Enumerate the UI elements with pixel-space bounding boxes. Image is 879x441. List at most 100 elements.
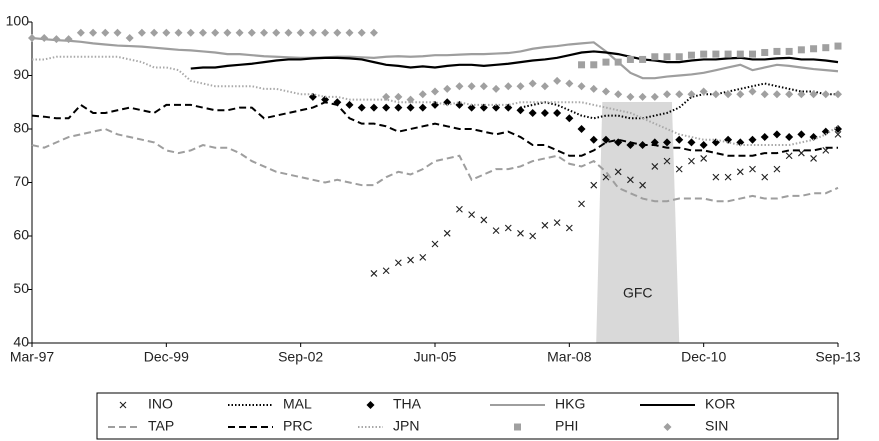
point: [749, 165, 756, 173]
point: [76, 28, 85, 37]
point: [699, 87, 708, 96]
point: [198, 28, 207, 37]
point: [89, 28, 98, 37]
legend-label: JPN: [393, 418, 419, 434]
point: [113, 28, 122, 37]
point: [810, 45, 818, 53]
point: [627, 176, 634, 184]
legend-label: TAP: [148, 418, 174, 434]
x-tick-label: Dec-10: [681, 349, 726, 365]
point: [772, 90, 781, 99]
point: [749, 50, 757, 58]
point: [394, 103, 403, 112]
point: [760, 90, 769, 99]
legend-marker: [663, 423, 672, 431]
point: [834, 90, 842, 99]
point: [639, 181, 646, 189]
point: [724, 50, 732, 58]
point: [540, 108, 549, 117]
point: [492, 84, 501, 93]
point: [578, 200, 585, 208]
point: [517, 229, 524, 237]
point: [137, 28, 146, 37]
point: [651, 163, 659, 170]
point: [626, 92, 635, 101]
y-tick-label: 60: [13, 227, 29, 243]
x-tick-label: Dec-99: [144, 349, 189, 365]
point: [407, 256, 414, 264]
point: [687, 90, 696, 99]
point: [125, 34, 134, 43]
point: [760, 133, 769, 142]
legend-label: THA: [393, 396, 422, 412]
point: [797, 90, 806, 99]
point: [418, 90, 427, 99]
point: [553, 219, 561, 227]
point: [382, 103, 391, 112]
point: [834, 125, 842, 133]
point: [602, 58, 610, 66]
point: [761, 173, 769, 181]
point: [284, 28, 293, 37]
point: [345, 100, 354, 109]
point: [785, 90, 794, 99]
point: [504, 224, 512, 232]
legend-label: PRC: [283, 418, 313, 434]
point: [785, 152, 793, 160]
point: [614, 90, 623, 99]
point: [516, 82, 525, 91]
point: [468, 211, 476, 218]
point: [614, 168, 622, 176]
point: [772, 130, 781, 139]
gfc-label: GFC: [623, 285, 653, 301]
point: [785, 47, 793, 55]
point: [687, 51, 695, 59]
point: [675, 90, 684, 99]
point: [590, 181, 598, 189]
point: [724, 90, 733, 99]
point: [797, 130, 806, 139]
point: [431, 87, 439, 96]
legend-label: HKG: [555, 396, 585, 412]
point: [687, 138, 696, 147]
point: [492, 227, 500, 235]
point: [308, 28, 317, 37]
x-tick-label: Mar-08: [547, 349, 592, 365]
point: [589, 135, 598, 144]
point: [529, 232, 537, 240]
point: [516, 106, 525, 115]
point: [333, 28, 342, 37]
point: [736, 168, 744, 176]
point: [773, 47, 781, 55]
point: [601, 135, 610, 144]
point: [418, 103, 427, 112]
point: [748, 87, 757, 96]
point: [162, 28, 171, 37]
point: [821, 90, 830, 99]
point: [223, 28, 232, 37]
point: [663, 138, 672, 147]
point: [578, 61, 586, 69]
point: [785, 133, 794, 142]
point: [186, 28, 195, 37]
point: [455, 100, 464, 109]
legend-label: SIN: [705, 418, 728, 434]
point: [565, 224, 573, 232]
point: [675, 53, 683, 61]
legend-label: PHI: [555, 418, 578, 434]
series-line: [190, 50, 839, 70]
point: [639, 55, 647, 63]
point: [406, 95, 415, 104]
legend-marker: [514, 423, 521, 431]
point: [809, 133, 818, 142]
legend-label: INO: [148, 396, 173, 412]
point: [809, 90, 818, 99]
point: [699, 141, 708, 150]
y-tick-label: 50: [13, 280, 29, 296]
y-tick-label: 90: [13, 66, 29, 82]
point: [528, 108, 537, 117]
point: [321, 95, 330, 104]
point: [64, 35, 73, 44]
point: [712, 173, 720, 181]
